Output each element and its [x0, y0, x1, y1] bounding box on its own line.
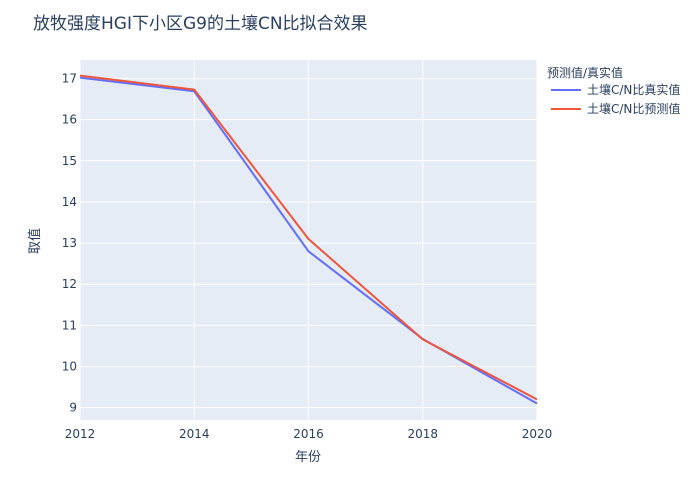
- x-axis-ticks: 2012 2014 2016 2018 2020: [65, 427, 553, 441]
- legend-item-label: 土壤C/N比真实值: [587, 82, 680, 97]
- x-tick-label: 2012: [65, 427, 96, 441]
- y-tick-label: 15: [62, 154, 77, 168]
- x-tick-label: 2020: [522, 427, 553, 441]
- y-axis-ticks: 9 10 11 12 13 14 15 16 17: [62, 72, 77, 415]
- y-tick-label: 10: [62, 360, 77, 374]
- y-tick-label: 11: [62, 318, 77, 332]
- y-tick-label: 9: [69, 401, 77, 415]
- y-tick-label: 13: [62, 236, 77, 250]
- x-tick-label: 2016: [293, 427, 324, 441]
- x-tick-label: 2014: [179, 427, 210, 441]
- y-tick-label: 12: [62, 277, 77, 291]
- y-tick-label: 14: [62, 195, 77, 209]
- legend-title: 预测值/真实值: [547, 65, 623, 80]
- y-tick-label: 17: [62, 72, 77, 86]
- x-axis-label: 年份: [295, 450, 321, 465]
- y-axis-label: 取值: [27, 228, 43, 254]
- y-tick-label: 16: [62, 113, 77, 127]
- legend-item-label: 土壤C/N比预测值: [587, 101, 680, 116]
- chart-title: 放牧强度HGI下小区G9的土壤CN比拟合效果: [33, 13, 368, 34]
- x-tick-label: 2018: [407, 427, 438, 441]
- series-line-2: [79, 74, 538, 401]
- series-lines: [79, 74, 538, 405]
